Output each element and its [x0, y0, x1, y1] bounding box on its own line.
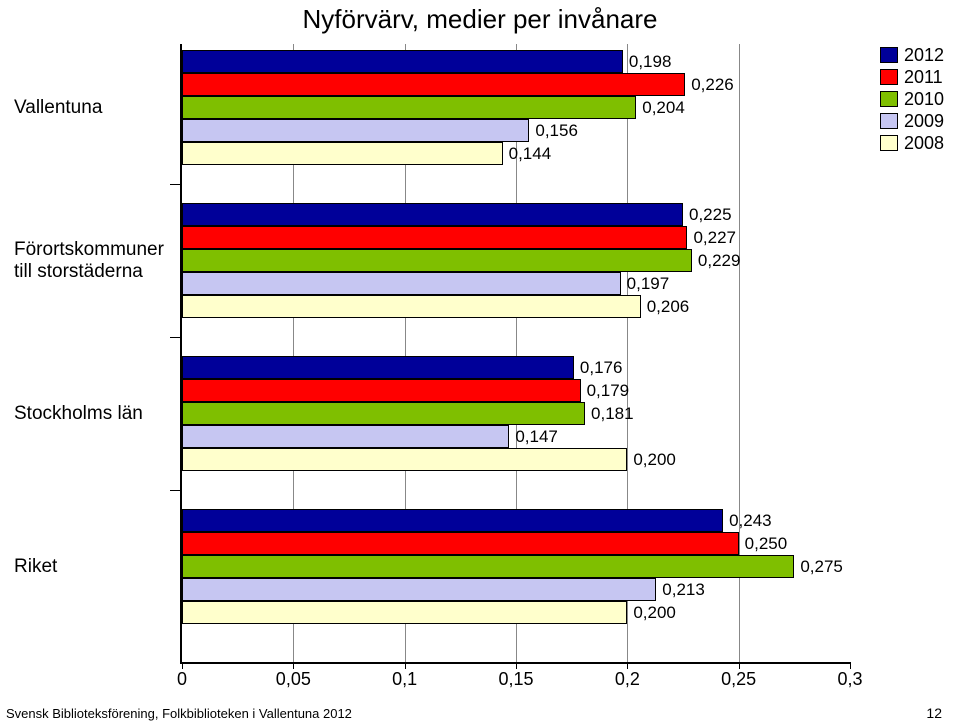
bar-value-label: 0,198 [629, 52, 672, 72]
legend-label: 2008 [904, 132, 944, 154]
x-tick-label: 0,3 [837, 669, 862, 690]
legend-item: 2009 [880, 110, 944, 132]
legend: 20122011201020092008 [880, 44, 944, 154]
bar-value-label: 0,243 [729, 511, 772, 531]
bar-value-label: 0,250 [745, 534, 788, 554]
bar [182, 50, 623, 73]
x-tick-label: 0,2 [615, 669, 640, 690]
x-tick-label: 0,05 [276, 669, 311, 690]
legend-label: 2009 [904, 110, 944, 132]
legend-item: 2011 [880, 66, 944, 88]
y-tick-mark [170, 184, 182, 186]
bar [182, 509, 723, 532]
bar [182, 119, 529, 142]
category-label: Vallentuna [14, 97, 174, 119]
legend-swatch [880, 135, 898, 151]
bar-value-label: 0,147 [515, 427, 558, 447]
bar-value-label: 0,156 [535, 121, 578, 141]
x-tick-label: 0,1 [392, 669, 417, 690]
bar-value-label: 0,227 [693, 228, 736, 248]
category-label: Riket [14, 556, 174, 578]
x-tick-mark [516, 662, 517, 669]
x-tick-mark [405, 662, 406, 669]
bar [182, 73, 685, 96]
bar [182, 203, 683, 226]
bar [182, 425, 509, 448]
legend-label: 2011 [904, 66, 943, 88]
legend-label: 2010 [904, 88, 944, 110]
bar [182, 578, 656, 601]
bar-value-label: 0,197 [627, 274, 670, 294]
bar [182, 601, 627, 624]
legend-swatch [880, 69, 898, 85]
x-tick-mark [627, 662, 628, 669]
bar [182, 448, 627, 471]
bar [182, 272, 621, 295]
x-tick-mark [739, 662, 740, 669]
bar-value-label: 0,200 [633, 603, 676, 623]
footer-text: Svensk Biblioteksförening, Folkbibliotek… [6, 706, 352, 721]
bar [182, 249, 692, 272]
category-label: Förortskommuner till storstäderna [14, 239, 174, 283]
bar [182, 402, 585, 425]
category-label: Stockholms län [14, 403, 174, 425]
legend-swatch [880, 113, 898, 129]
legend-item: 2008 [880, 132, 944, 154]
plot-area: 00,050,10,150,20,250,30,1980,2260,2040,1… [180, 44, 850, 664]
bar [182, 555, 794, 578]
bar [182, 142, 503, 165]
bar-value-label: 0,144 [509, 144, 552, 164]
bar-value-label: 0,275 [800, 557, 843, 577]
bar-value-label: 0,229 [698, 251, 741, 271]
bar-value-label: 0,204 [642, 98, 685, 118]
bar [182, 226, 687, 249]
x-tick-label: 0,25 [721, 669, 756, 690]
bar-value-label: 0,213 [662, 580, 705, 600]
bar-value-label: 0,226 [691, 75, 734, 95]
x-tick-mark [182, 662, 183, 669]
legend-item: 2010 [880, 88, 944, 110]
x-tick-label: 0 [177, 669, 187, 690]
page-number: 12 [926, 705, 942, 721]
legend-label: 2012 [904, 44, 944, 66]
bar-value-label: 0,176 [580, 358, 623, 378]
x-tick-label: 0,15 [498, 669, 533, 690]
bar [182, 295, 641, 318]
legend-item: 2012 [880, 44, 944, 66]
bar-value-label: 0,225 [689, 205, 732, 225]
bar-value-label: 0,181 [591, 404, 634, 424]
y-tick-mark [170, 337, 182, 339]
bar [182, 379, 581, 402]
y-tick-mark [170, 490, 182, 492]
bar [182, 532, 739, 555]
chart-title: Nyförvärv, medier per invånare [0, 4, 960, 35]
bar-value-label: 0,179 [587, 381, 630, 401]
bar [182, 356, 574, 379]
legend-swatch [880, 47, 898, 63]
legend-swatch [880, 91, 898, 107]
bar-value-label: 0,206 [647, 297, 690, 317]
bar-value-label: 0,200 [633, 450, 676, 470]
bar [182, 96, 636, 119]
x-tick-mark [850, 662, 851, 669]
x-tick-mark [293, 662, 294, 669]
